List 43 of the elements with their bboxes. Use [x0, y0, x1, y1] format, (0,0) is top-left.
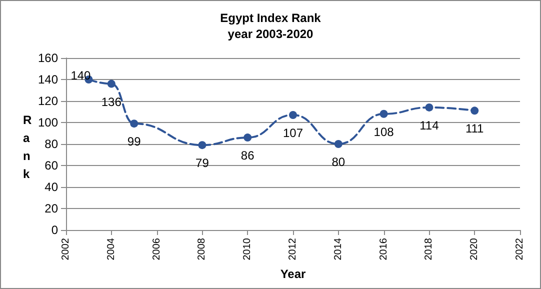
x-tick-label: 2018	[424, 238, 435, 260]
point	[289, 110, 297, 119]
data-label: 136	[101, 94, 122, 109]
point	[470, 106, 479, 115]
x-tick-label: 2016	[378, 238, 390, 260]
x-tick-label: 2006	[151, 238, 162, 260]
x-axis-title: Year	[280, 267, 306, 282]
point	[107, 80, 116, 88]
x-tick-label: 2014	[332, 238, 344, 260]
data-label: 111	[465, 122, 484, 136]
x-tick-label: 2008	[196, 238, 208, 260]
x-tick-label: 2022	[514, 238, 526, 260]
y-tick-label: 40	[44, 180, 58, 194]
point	[425, 103, 434, 112]
data-label: 114	[420, 118, 440, 132]
x-tick-label: 2020	[469, 238, 480, 260]
y-tick-label: 120	[38, 94, 58, 108]
data-label: 79	[196, 156, 210, 170]
data-label: 80	[332, 155, 346, 169]
point	[334, 140, 342, 148]
chart-title: Egypt Index Rank	[220, 11, 322, 25]
chart-subtitle: year 2003-2020	[228, 27, 314, 41]
x-tick-label: 2012	[288, 238, 298, 260]
y-axis-title: Rank	[23, 113, 32, 181]
y-tick-label: 0	[51, 223, 58, 237]
y-tick-label: 60	[44, 158, 58, 172]
data-label: 99	[127, 134, 142, 149]
point	[198, 141, 206, 150]
point	[244, 134, 252, 142]
x-tick-label: 2002	[60, 238, 72, 260]
x-tick-label: 2010	[242, 238, 254, 260]
point	[380, 110, 388, 118]
y-tick-label: 80	[44, 137, 58, 151]
data-label: 86	[240, 148, 255, 163]
x-tick-label: 2004	[106, 238, 117, 260]
data-label: 107	[282, 126, 304, 140]
data-label: 108	[374, 124, 394, 139]
y-tick-label: 140	[38, 72, 58, 86]
y-tick-label: 160	[38, 51, 58, 65]
point	[130, 120, 138, 128]
data-label: 140	[70, 68, 92, 82]
y-tick-label: 100	[38, 116, 58, 130]
y-tick-label: 20	[44, 202, 58, 216]
